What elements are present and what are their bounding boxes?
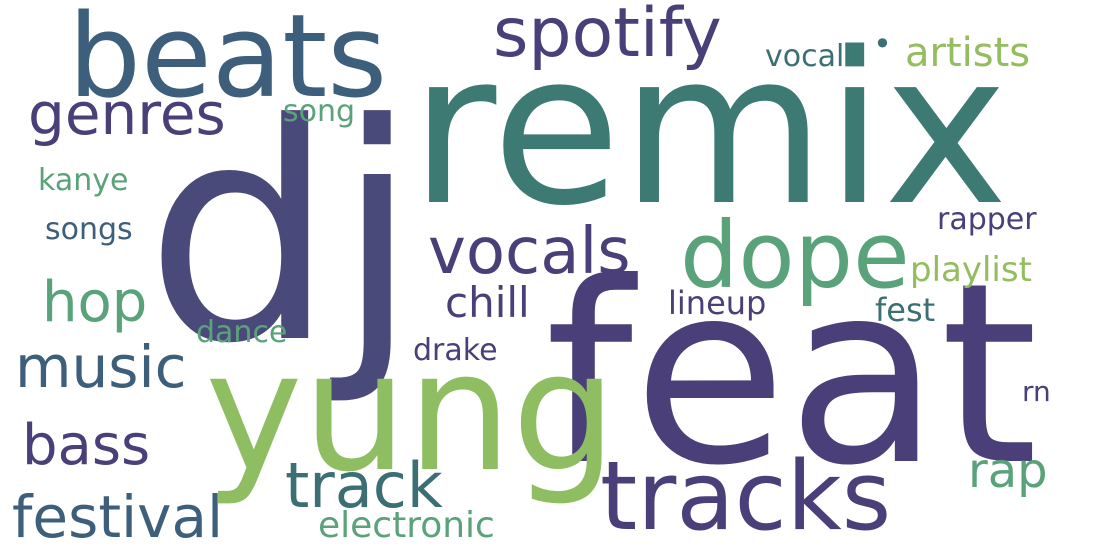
word-artists: artists bbox=[905, 30, 1031, 76]
word-rn: rn bbox=[1022, 375, 1051, 408]
word-yung: yung bbox=[205, 316, 617, 508]
word-track: track bbox=[285, 449, 443, 522]
word-hop: hop bbox=[42, 270, 148, 335]
word-remix: remix bbox=[410, 7, 1009, 252]
word-dope: dope bbox=[680, 202, 910, 309]
word-beats: beats bbox=[68, 0, 388, 124]
word-chill: chill bbox=[445, 278, 530, 327]
word-songs: songs bbox=[45, 212, 133, 247]
word-drake: drake bbox=[413, 333, 498, 368]
word-lineup: lineup bbox=[668, 284, 767, 322]
word-vocal: vocal bbox=[765, 39, 845, 74]
word-dj: dj bbox=[145, 60, 419, 409]
word-electronic: electronic bbox=[318, 505, 495, 546]
word-dance: dance bbox=[196, 315, 288, 350]
word-playlist: playlist bbox=[910, 250, 1032, 290]
word-fest: fest bbox=[875, 291, 936, 329]
word-rapper: rapper bbox=[937, 202, 1037, 237]
word-bass: bass bbox=[22, 413, 151, 478]
word-music: music bbox=[15, 333, 187, 401]
word-song: song bbox=[283, 94, 356, 129]
word-vocals: vocals bbox=[428, 215, 631, 289]
word-festival: festival bbox=[12, 483, 224, 551]
word-rap: rap bbox=[968, 443, 1048, 499]
word-genres: genres bbox=[28, 80, 226, 148]
word-spotify: spotify bbox=[493, 0, 722, 73]
word-tracks: tracks bbox=[600, 442, 892, 552]
word-dot: • bbox=[873, 25, 892, 63]
word-kanye: kanye bbox=[38, 163, 129, 198]
word-feat: feat bbox=[545, 229, 1039, 520]
